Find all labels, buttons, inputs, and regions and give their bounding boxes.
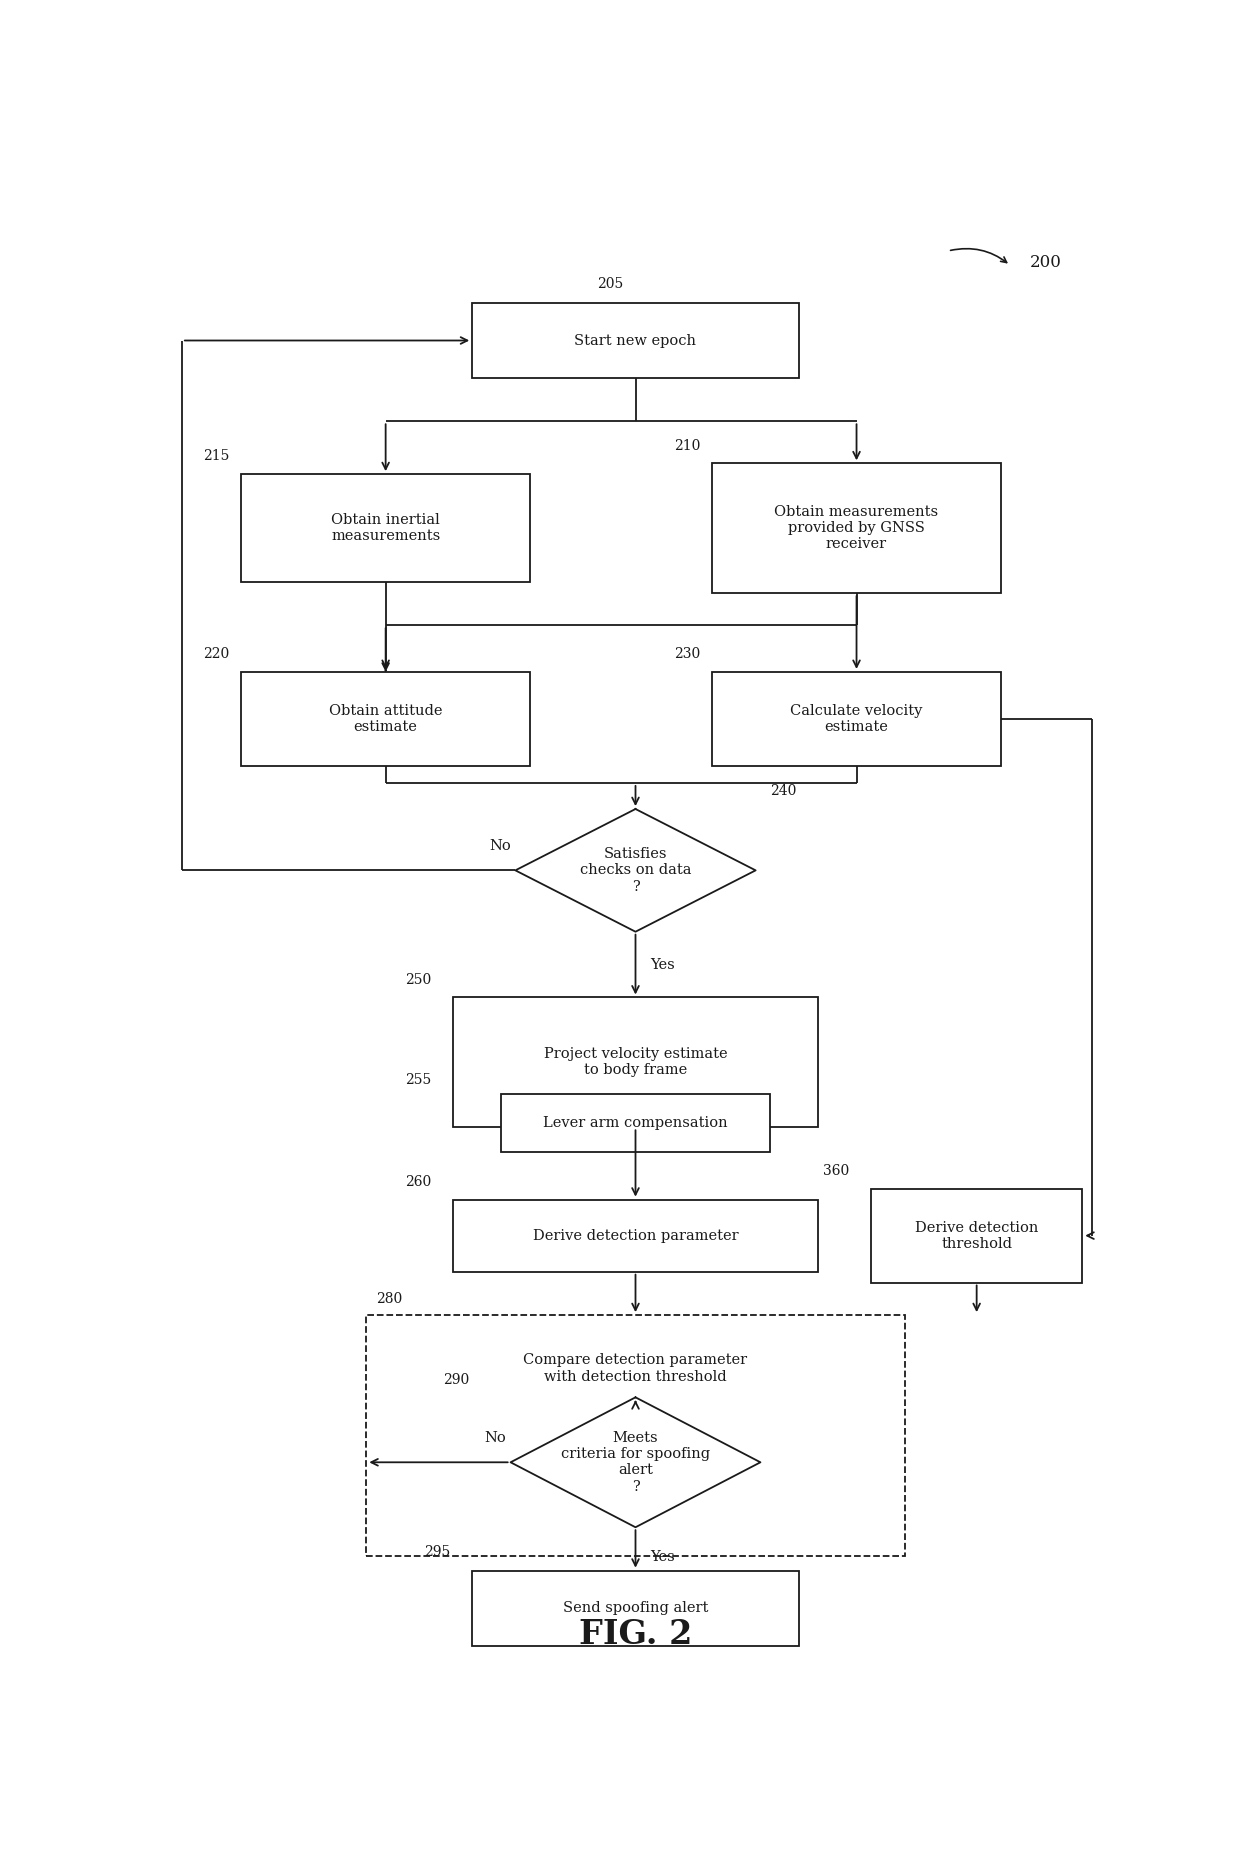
FancyBboxPatch shape [712, 463, 1001, 592]
Text: 230: 230 [675, 647, 701, 662]
Text: 260: 260 [404, 1176, 432, 1189]
Text: Start new epoch: Start new epoch [574, 334, 697, 347]
Text: Satisfies
checks on data
?: Satisfies checks on data ? [580, 848, 691, 894]
Text: Calculate velocity
estimate: Calculate velocity estimate [790, 703, 923, 733]
Text: 240: 240 [770, 784, 796, 799]
Text: 360: 360 [823, 1164, 849, 1178]
Text: Send spoofing alert: Send spoofing alert [563, 1601, 708, 1614]
Text: Yes: Yes [650, 1551, 675, 1564]
Text: 220: 220 [203, 647, 229, 662]
Text: Compare detection parameter
with detection threshold: Compare detection parameter with detecti… [523, 1354, 748, 1384]
FancyBboxPatch shape [453, 1200, 818, 1271]
Text: Lever arm compensation: Lever arm compensation [543, 1116, 728, 1131]
FancyBboxPatch shape [242, 474, 529, 583]
FancyBboxPatch shape [870, 1189, 1083, 1282]
Text: 210: 210 [675, 439, 701, 454]
FancyBboxPatch shape [242, 671, 529, 765]
Text: 250: 250 [404, 973, 432, 988]
Polygon shape [516, 808, 755, 932]
Text: Project velocity estimate
to body frame: Project velocity estimate to body frame [543, 1048, 728, 1078]
Text: Yes: Yes [650, 958, 675, 971]
Text: 205: 205 [596, 278, 624, 291]
Text: 215: 215 [203, 450, 229, 463]
Text: 280: 280 [376, 1292, 402, 1307]
Text: Meets
criteria for spoofing
alert
?: Meets criteria for spoofing alert ? [560, 1431, 711, 1494]
Text: Obtain inertial
measurements: Obtain inertial measurements [331, 514, 440, 544]
FancyBboxPatch shape [472, 304, 799, 379]
Text: Derive detection parameter: Derive detection parameter [533, 1228, 738, 1243]
Text: No: No [484, 1431, 506, 1446]
Text: 200: 200 [1029, 253, 1061, 272]
Polygon shape [511, 1397, 760, 1528]
FancyArrowPatch shape [951, 249, 1007, 262]
Text: 290: 290 [444, 1372, 470, 1388]
FancyBboxPatch shape [367, 1314, 905, 1556]
Text: No: No [489, 838, 511, 853]
Text: Obtain attitude
estimate: Obtain attitude estimate [329, 703, 443, 733]
Text: FIG. 2: FIG. 2 [579, 1618, 692, 1652]
Text: 255: 255 [404, 1072, 432, 1088]
FancyBboxPatch shape [501, 1095, 770, 1151]
FancyBboxPatch shape [472, 1571, 799, 1646]
FancyBboxPatch shape [712, 671, 1001, 765]
Text: Derive detection
threshold: Derive detection threshold [915, 1221, 1038, 1251]
FancyBboxPatch shape [453, 998, 818, 1127]
Text: Obtain measurements
provided by GNSS
receiver: Obtain measurements provided by GNSS rec… [775, 504, 939, 551]
Text: 295: 295 [424, 1545, 450, 1558]
